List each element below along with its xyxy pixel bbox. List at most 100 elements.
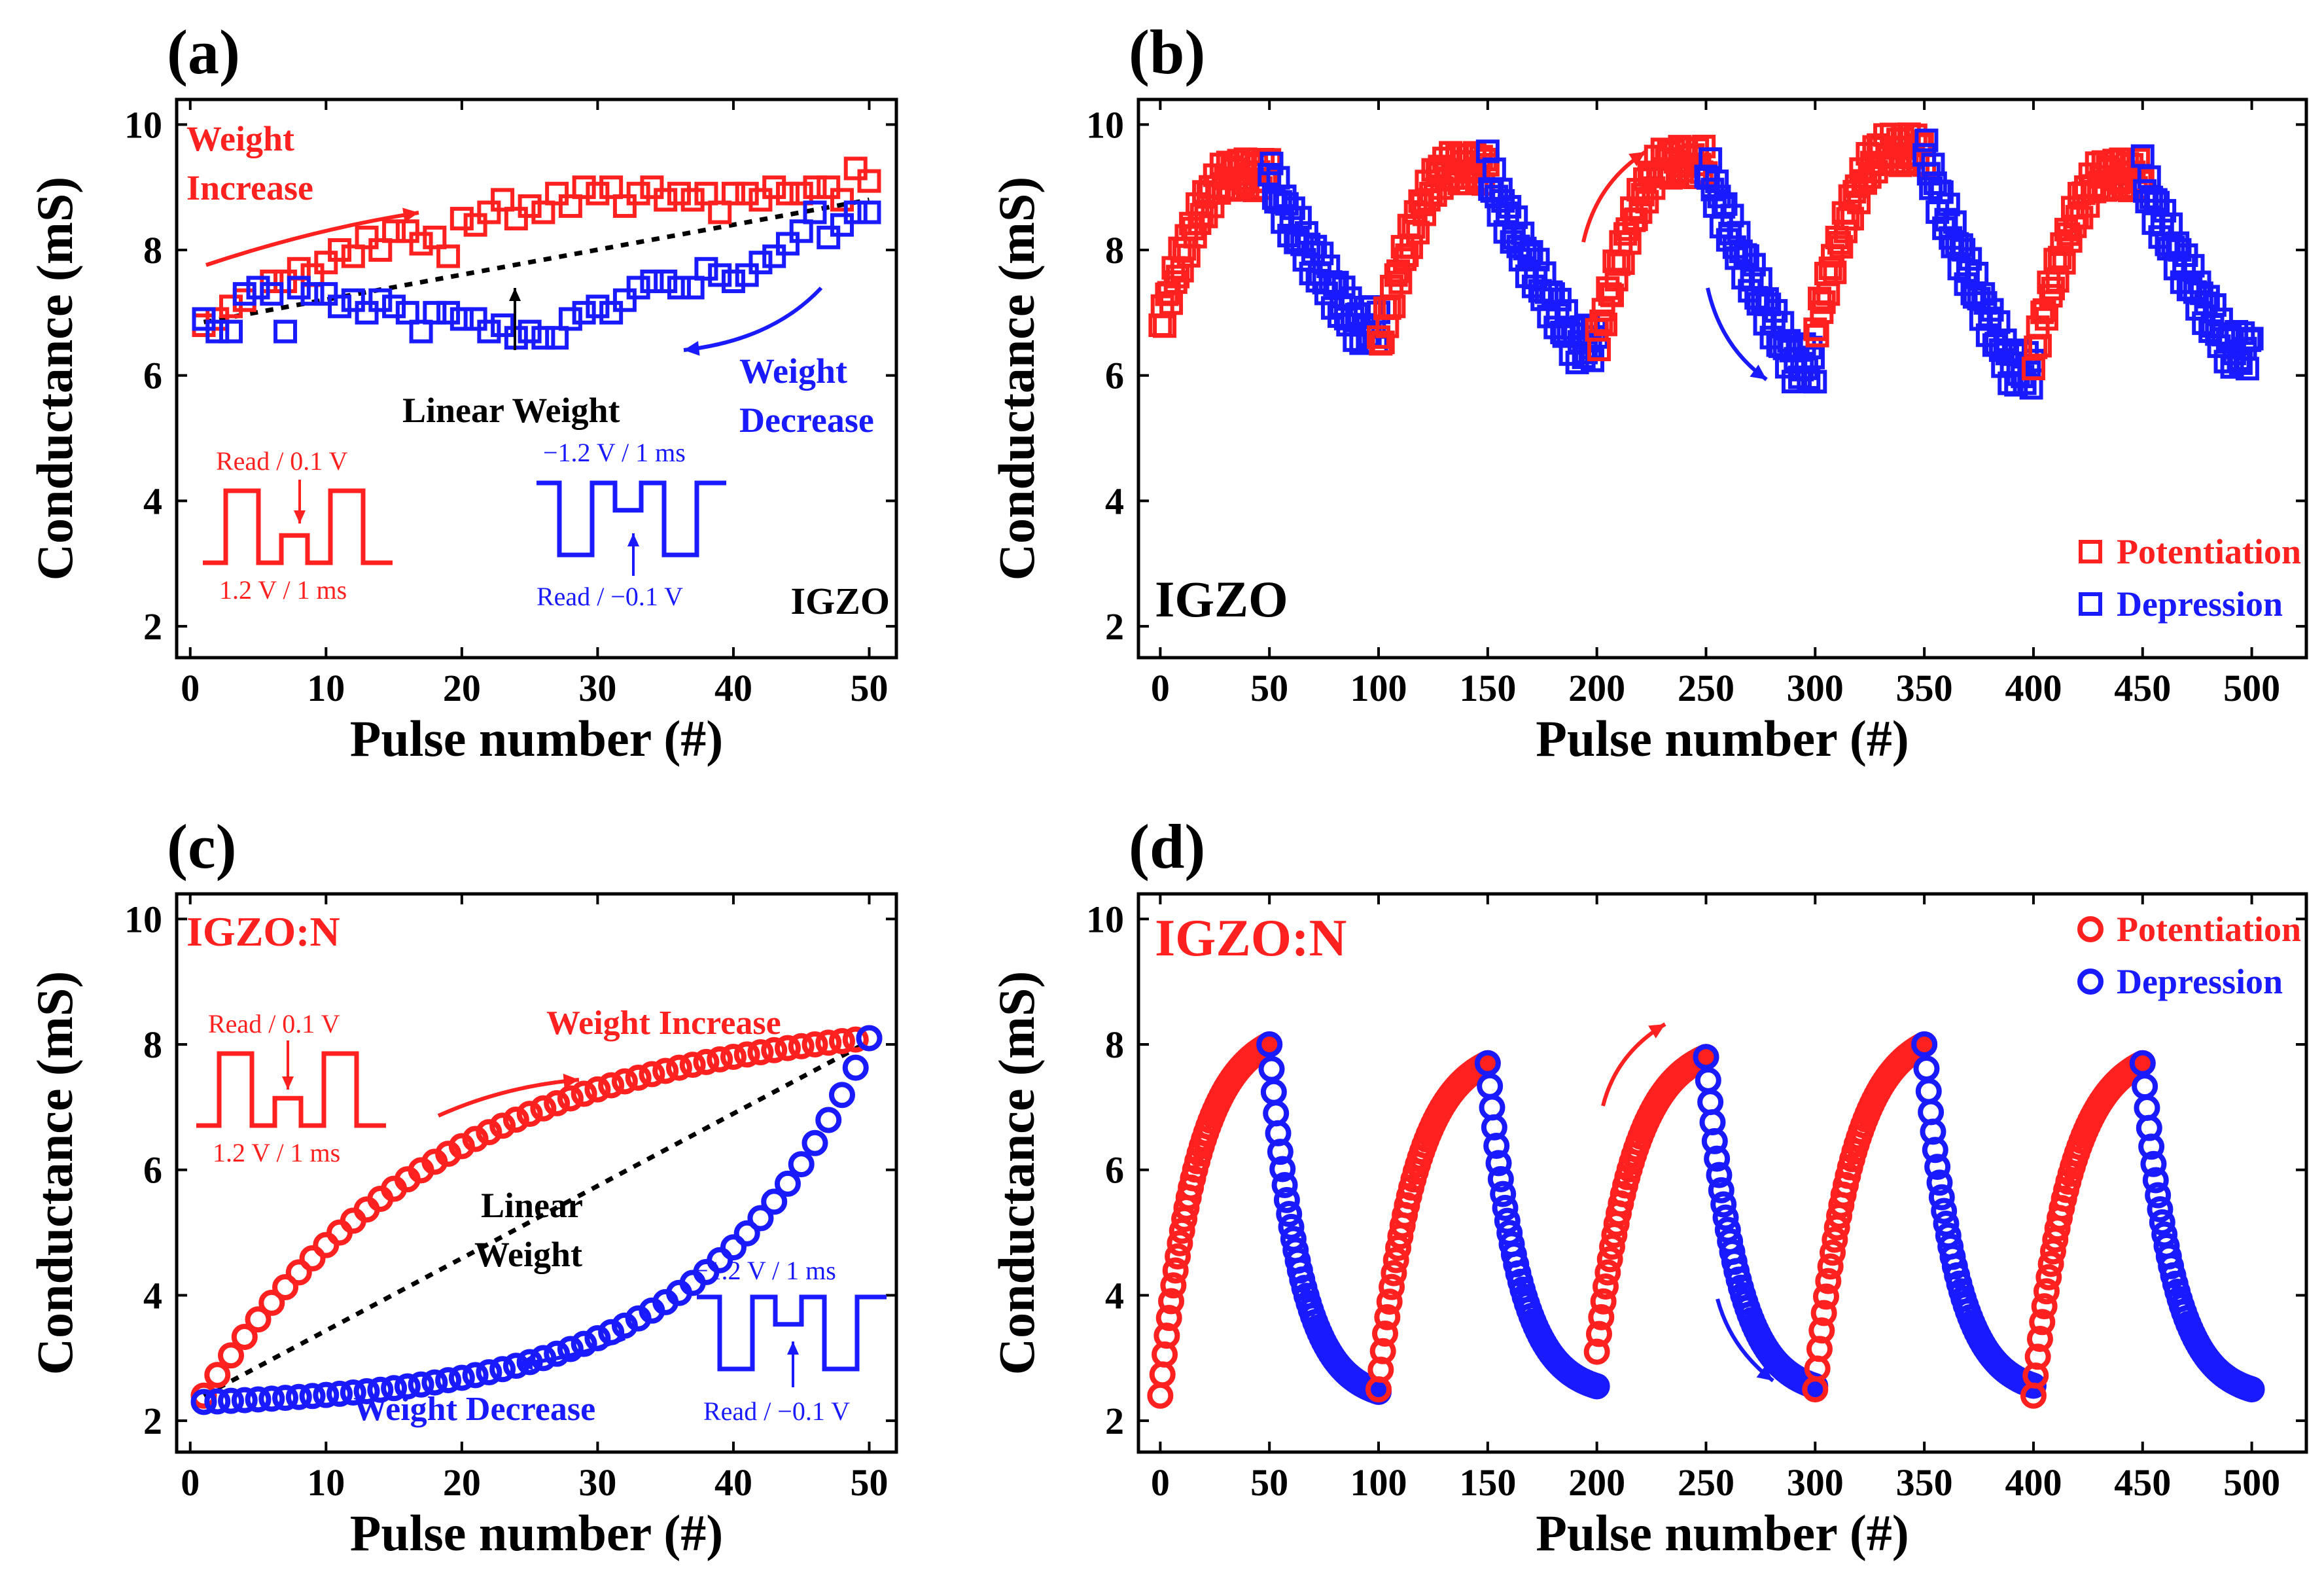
potentiation-point (1815, 1268, 1842, 1294)
pot-read-arrow-head (294, 510, 306, 524)
depression-point (1706, 1162, 1733, 1188)
depression-point (1260, 1078, 1287, 1105)
x-tick-label: 50 (1250, 1461, 1288, 1504)
increase-point (611, 1068, 638, 1095)
increase-point (299, 1245, 326, 1271)
increase-point (448, 1133, 475, 1160)
potentiation-point (1160, 1272, 1187, 1299)
depression-point (2020, 1372, 2047, 1399)
depression-point (2149, 1209, 2175, 1235)
potentiation-arrow-head (1629, 152, 1646, 167)
increase-point (205, 307, 230, 331)
increase-arrow (437, 1078, 580, 1118)
decrease-point (707, 1247, 733, 1273)
decrease-point (314, 282, 338, 306)
decrease-point (408, 1371, 434, 1398)
potentiation-point (1808, 1317, 1835, 1344)
potentiation-point (1372, 1321, 1399, 1347)
x-tick-label: 0 (1151, 667, 1170, 709)
x-tick-label: 20 (443, 667, 481, 709)
decrease-arrow-head (684, 341, 700, 356)
increase-point (857, 169, 881, 193)
depression-point (1720, 204, 1744, 228)
depression-point (1494, 1207, 1521, 1234)
x-tick-label: 200 (1568, 667, 1625, 709)
y-tick-label: 10 (1086, 103, 1124, 146)
annotation-weight-decrease: Weight (739, 351, 847, 391)
decrease-point (694, 257, 718, 281)
potentiation-point (1810, 1300, 1837, 1326)
depression-point (1803, 370, 1827, 394)
potentiation-point (1594, 1259, 1621, 1286)
decrease-point (708, 263, 732, 287)
increase-point (774, 1035, 801, 1061)
increase-point (491, 188, 515, 212)
material-label: IGZO (1155, 571, 1288, 628)
x-tick-label: 350 (1896, 1461, 1953, 1504)
decrease-point (733, 1220, 760, 1247)
increase-point (830, 188, 854, 212)
depression-point (2145, 1182, 2172, 1209)
depression-point (1526, 247, 1550, 272)
increase-point (273, 269, 298, 293)
depression-point (1697, 1089, 1724, 1116)
increase-point (801, 1031, 828, 1058)
y-axis-title: Conductance (mS) (26, 971, 83, 1376)
increase-point (395, 219, 419, 243)
depression-arrow-head (1750, 364, 1767, 380)
decrease-point (300, 282, 325, 306)
decrease-point (368, 288, 393, 312)
x-tick-label: 300 (1787, 667, 1844, 709)
increase-point (558, 194, 582, 218)
potentiation-point (2058, 229, 2083, 253)
decrease-point (355, 300, 379, 325)
decrease-point (788, 1151, 815, 1178)
decrease-point (572, 300, 596, 325)
x-tick-label: 450 (2114, 667, 2171, 709)
dep-pulse-label: −1.2 V / 1 ms (543, 438, 686, 467)
decrease-point (260, 282, 284, 306)
legend-potentiation-marker (2079, 540, 2102, 563)
decrease-point (285, 1383, 312, 1410)
panel-label: (a) (167, 17, 240, 87)
potentiation-arrow-head (1648, 1024, 1665, 1039)
decrease-point (436, 300, 461, 325)
potentiation-point (1822, 1226, 1848, 1253)
potentiation-point (1583, 1338, 1610, 1365)
increase-point (612, 194, 637, 218)
potentiation-point (1593, 1273, 1619, 1300)
decrease-arrow-head (517, 1355, 533, 1370)
potentiation-point (1823, 260, 1847, 285)
material-label: IGZO (791, 580, 890, 622)
annotation-linear-weight: Linear (481, 1186, 583, 1225)
y-tick-label: 10 (1086, 898, 1124, 940)
decrease-point (544, 1340, 571, 1367)
potentiation-point (1393, 247, 1417, 272)
decrease-point (328, 294, 352, 319)
depression-point (1922, 1137, 1948, 1164)
decrease-point (667, 275, 691, 300)
decrease-point (654, 269, 678, 293)
plot-frame (1136, 892, 2308, 1454)
increase-point (557, 1085, 584, 1112)
decrease-point (720, 1234, 747, 1261)
increase-point (204, 1362, 231, 1389)
x-tick-label: 500 (2223, 667, 2280, 709)
potentiation-point (1596, 1246, 1623, 1273)
depression-point (1554, 299, 1578, 323)
annotation-weight-increase: Increase (186, 168, 313, 207)
x-tick-label: 50 (850, 1461, 888, 1504)
increase-point (626, 181, 650, 205)
potentiation-point (2041, 276, 2065, 300)
y-tick-label: 4 (1105, 1274, 1124, 1317)
depression-point (1583, 1373, 1610, 1400)
potentiation-point (1599, 1234, 1626, 1260)
depression-point (1491, 189, 1515, 213)
pot-read-label: Read / 0.1 V (216, 446, 348, 476)
decrease-point (626, 275, 650, 300)
decrease-point (340, 1379, 366, 1406)
increase-point (599, 175, 624, 200)
decrease-point (571, 1330, 597, 1357)
depression-point (2240, 327, 2264, 351)
x-axis-title: Pulse number (#) (1536, 710, 1909, 767)
